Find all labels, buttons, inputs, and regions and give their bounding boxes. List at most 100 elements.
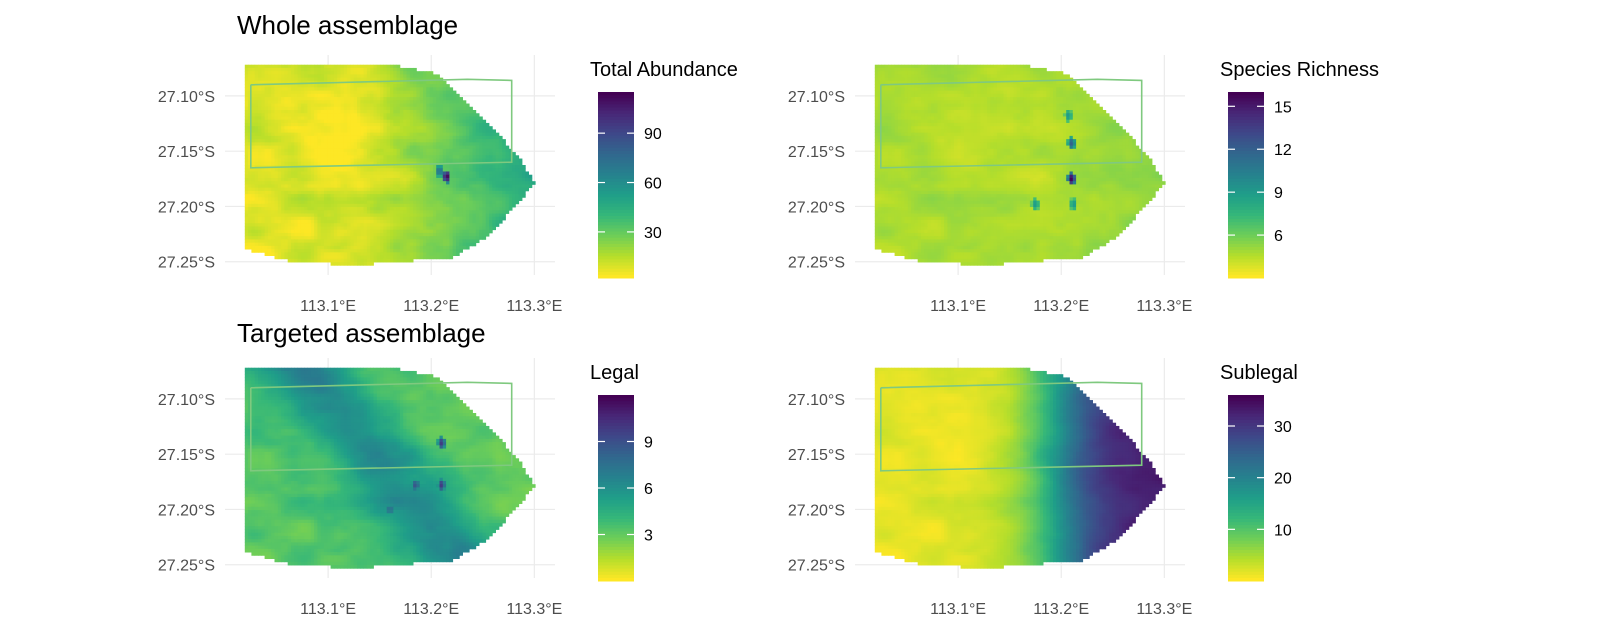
- raster-cell: [277, 216, 282, 221]
- raster-cell: [324, 232, 328, 237]
- raster-cell: [436, 116, 440, 121]
- raster-cell: [396, 155, 401, 159]
- raster-cell: [436, 119, 440, 124]
- raster-cell: [459, 197, 463, 201]
- raster-cell: [337, 103, 341, 108]
- raster-cell: [317, 158, 322, 163]
- raster-cell: [515, 174, 520, 179]
- raster-cell: [366, 207, 371, 211]
- raster-cell: [340, 249, 345, 253]
- raster-cell: [274, 200, 279, 205]
- raster-cell: [1000, 80, 1004, 85]
- raster-cell: [271, 145, 275, 150]
- raster-cell: [343, 126, 348, 130]
- raster-cell: [479, 236, 483, 240]
- raster-cell: [489, 229, 493, 234]
- raster-cell: [307, 142, 312, 146]
- raster-cell: [291, 236, 295, 240]
- raster-cell: [267, 210, 272, 214]
- raster-cell: [310, 132, 315, 137]
- raster-cell: [340, 181, 345, 185]
- raster-cell: [370, 116, 374, 121]
- raster-cell: [413, 116, 417, 121]
- x-tick-label: 113.3°E: [506, 298, 562, 315]
- raster-cell: [254, 165, 259, 169]
- raster-cell: [1029, 77, 1034, 82]
- raster-cell: [264, 220, 269, 224]
- raster-cell: [432, 174, 437, 179]
- raster-cell: [1010, 71, 1014, 75]
- raster-cell: [310, 135, 315, 140]
- raster-cell: [403, 116, 407, 121]
- raster-cell: [403, 210, 407, 214]
- raster-cell: [403, 110, 407, 114]
- raster-cell: [317, 249, 322, 253]
- raster-cell: [248, 119, 252, 124]
- raster-cell: [449, 90, 454, 95]
- raster-cell: [996, 64, 1001, 69]
- raster-cell: [485, 122, 490, 127]
- raster-cell: [291, 161, 295, 166]
- raster-cell: [380, 67, 384, 72]
- raster-cell: [469, 132, 473, 137]
- raster-cell: [462, 229, 467, 234]
- raster-cell: [380, 229, 384, 234]
- raster-cell: [327, 210, 331, 214]
- raster-cell: [357, 262, 361, 266]
- raster-cell: [340, 135, 345, 140]
- raster-cell: [363, 210, 368, 214]
- raster-cell: [343, 64, 348, 69]
- raster-cell: [901, 80, 905, 85]
- raster-cell: [423, 203, 427, 208]
- raster-cell: [353, 90, 358, 95]
- raster-cell: [409, 84, 414, 88]
- raster-cell: [281, 249, 285, 253]
- raster-cell: [439, 155, 444, 159]
- raster-cell: [393, 84, 397, 88]
- raster-cell: [244, 64, 249, 69]
- raster-cell: [287, 207, 292, 211]
- raster-cell: [423, 106, 427, 111]
- raster-cell: [357, 220, 361, 224]
- raster-cell: [271, 229, 275, 234]
- raster-cell: [502, 148, 506, 153]
- raster-cell: [258, 220, 262, 224]
- raster-cell: [267, 155, 272, 159]
- raster-cell: [353, 158, 358, 163]
- raster-cell: [419, 213, 424, 218]
- raster-cell: [469, 174, 473, 179]
- raster-cell: [251, 203, 256, 208]
- raster-cell: [370, 245, 374, 250]
- raster-cell: [383, 165, 388, 169]
- raster-cell: [512, 200, 516, 205]
- raster-cell: [927, 80, 932, 85]
- raster-cell: [277, 145, 282, 150]
- raster-cell: [479, 207, 483, 211]
- raster-cell: [357, 223, 361, 227]
- raster-cell: [429, 174, 434, 179]
- raster-cell: [310, 152, 315, 156]
- raster-cell: [304, 106, 308, 111]
- raster-cell: [409, 197, 414, 201]
- raster-cell: [251, 74, 256, 79]
- raster-cell: [878, 71, 882, 75]
- raster-cell: [492, 145, 496, 150]
- raster-cell: [390, 155, 394, 159]
- raster-cell: [482, 155, 487, 159]
- raster-cell: [366, 245, 371, 250]
- raster-cell: [380, 158, 384, 163]
- raster-cell: [254, 67, 259, 72]
- raster-cell: [489, 158, 493, 163]
- raster-cell: [274, 223, 279, 227]
- raster-cell: [258, 177, 262, 182]
- raster-cell: [399, 103, 404, 108]
- raster-cell: [419, 177, 424, 182]
- raster-cell: [337, 187, 341, 192]
- raster-cell: [324, 126, 328, 130]
- legend-colorbar-segment: [598, 135, 634, 139]
- raster-cell: [482, 187, 487, 192]
- raster-cell: [277, 174, 282, 179]
- raster-cell: [366, 181, 371, 185]
- raster-cell: [337, 93, 341, 98]
- raster-cell: [505, 197, 510, 201]
